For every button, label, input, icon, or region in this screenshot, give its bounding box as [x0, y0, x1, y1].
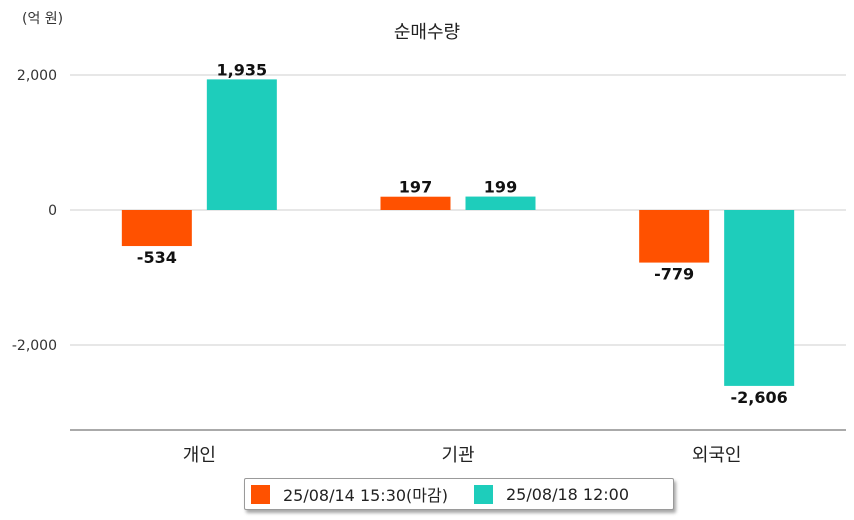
bar	[380, 196, 451, 210]
x-tick-label: 외국인	[692, 445, 742, 466]
x-tick-label: 개인	[183, 445, 216, 466]
y-tick-label: 2,000	[17, 68, 57, 84]
bar	[639, 210, 710, 263]
bar	[724, 210, 795, 386]
legend: 25/08/14 15:30(마감) 25/08/18 12:00	[244, 478, 674, 510]
unit-label: (억 원)	[22, 11, 64, 27]
bar	[206, 79, 277, 210]
legend-item-series-2[interactable]: 25/08/18 12:00	[473, 484, 630, 504]
data-label: 197	[399, 178, 432, 197]
data-label: 199	[484, 178, 517, 197]
legend-label-series-2: 25/08/18 12:00	[505, 484, 630, 504]
legend-item-series-1[interactable]: 25/08/14 15:30(마감)	[251, 482, 448, 506]
bar	[121, 210, 192, 247]
data-label: -779	[654, 265, 694, 284]
legend-swatch-series-1	[251, 484, 270, 504]
y-tick-label: 0	[48, 203, 57, 219]
legend-label-series-1: 25/08/14 15:30(마감)	[283, 486, 448, 505]
y-tick-label: -2,000	[12, 338, 57, 354]
data-label: 1,935	[217, 60, 268, 79]
bar	[465, 196, 536, 210]
data-label: -2,606	[731, 388, 788, 407]
data-label: -534	[137, 248, 177, 267]
legend-swatch-series-2	[473, 484, 493, 504]
x-tick-label: 기관	[441, 445, 474, 466]
chart-title: 순매수량	[393, 22, 461, 43]
